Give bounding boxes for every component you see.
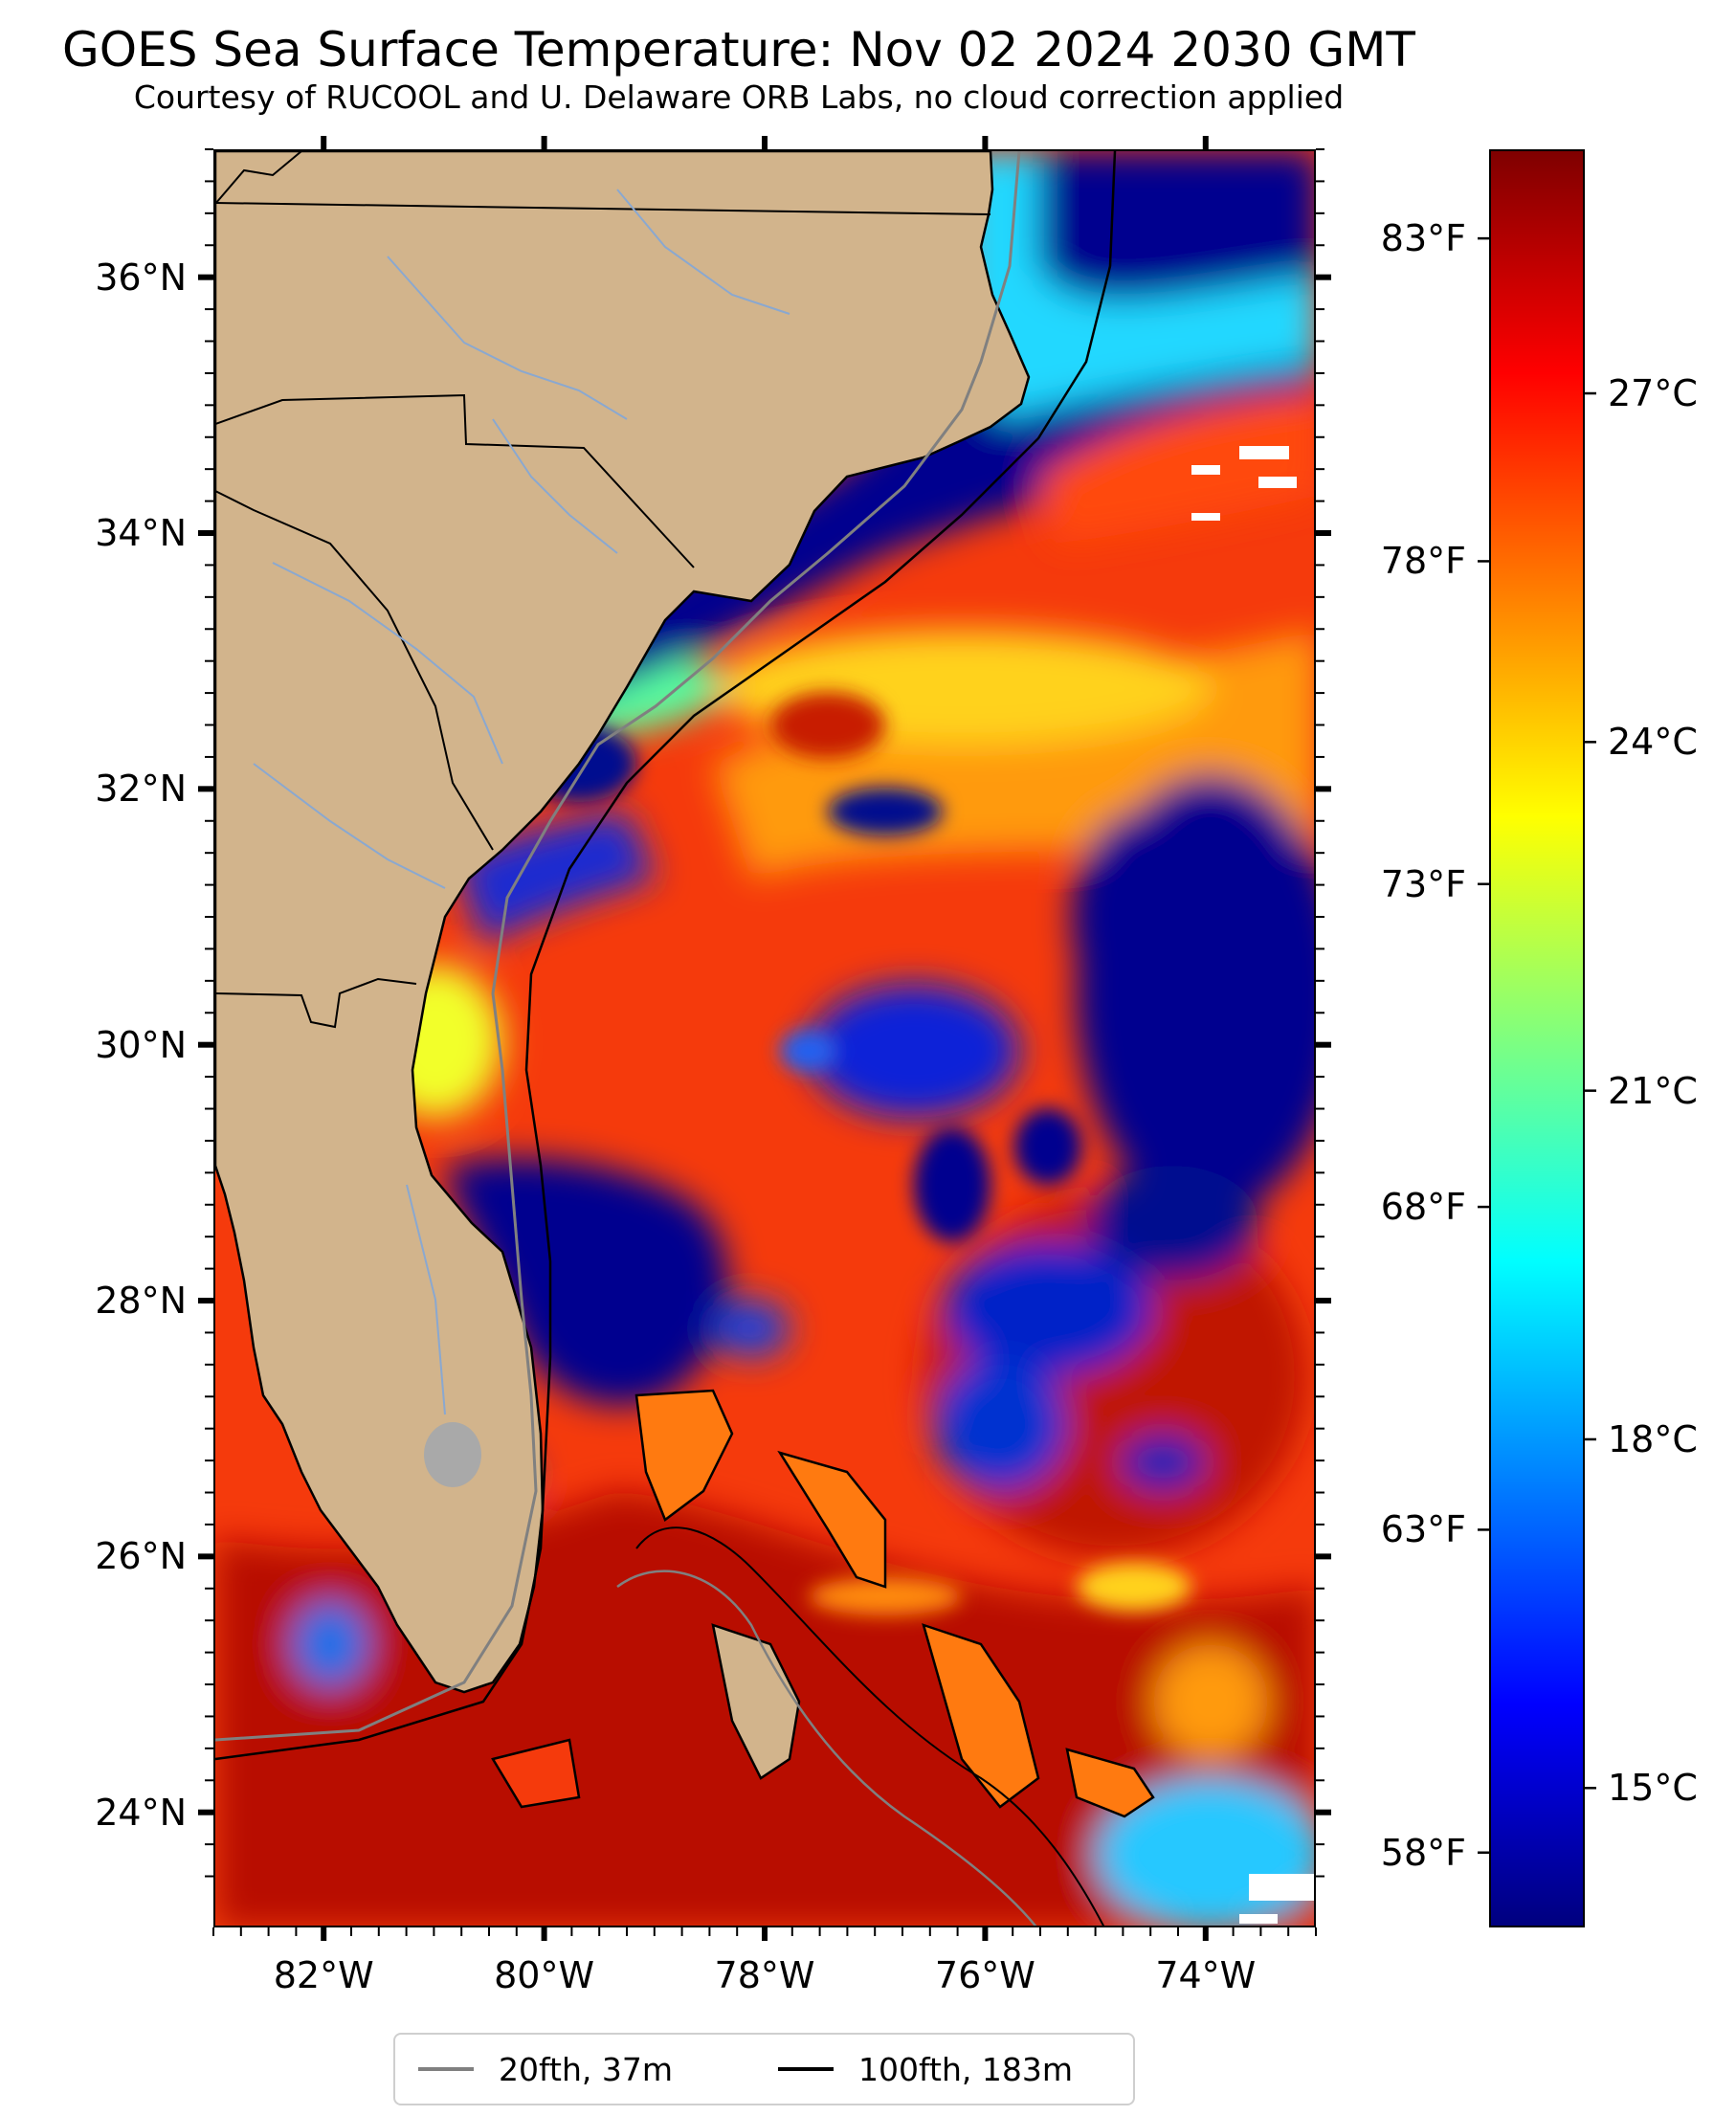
legend-label-100fth: 100fth, 183m — [858, 2050, 1073, 2088]
map-title: GOES Sea Surface Temperature: Nov 02 202… — [62, 22, 1415, 78]
lon-tick-label: 74°W — [1155, 1954, 1257, 1996]
lat-tick-label: 34°N — [95, 512, 187, 554]
colorbar-fahrenheit-label: 63°F — [1380, 1508, 1466, 1551]
map-subtitle: Courtesy of RUCOOL and U. Delaware ORB L… — [133, 78, 1345, 116]
lat-tick-label: 32°N — [95, 768, 187, 811]
isobath-legend: 20fth, 37m 100fth, 183m — [393, 2033, 1135, 2105]
lon-tick-label: 78°W — [714, 1954, 815, 1996]
state-borders — [215, 151, 991, 1029]
colorbar-fahrenheit-label: 73°F — [1380, 862, 1466, 905]
lake-okeechobee — [424, 1422, 481, 1487]
sst-map — [213, 149, 1316, 1927]
colorbar-celsius-label: 21°C — [1608, 1069, 1698, 1112]
lat-tick-label: 36°N — [95, 256, 187, 299]
lat-tick-label: 24°N — [95, 1791, 187, 1834]
colorbar-celsius-label: 18°C — [1608, 1417, 1698, 1460]
legend-item-100fth: 100fth, 183m — [778, 2035, 1073, 2104]
legend-swatch-20fth — [418, 2067, 474, 2071]
temperature-colorbar — [1489, 149, 1585, 1927]
legend-swatch-100fth — [778, 2067, 834, 2071]
isobath-20fth-bahamas — [616, 1570, 1037, 1926]
colorbar-fahrenheit-label: 83°F — [1380, 217, 1466, 260]
lat-tick-label: 30°N — [95, 1023, 187, 1066]
colorbar-celsius-label: 15°C — [1608, 1767, 1698, 1810]
isobath-20fth — [215, 151, 1021, 1742]
lon-tick-label: 82°W — [273, 1954, 374, 1996]
lat-tick-label: 28°N — [95, 1280, 187, 1323]
rivers — [253, 189, 790, 1415]
colorbar-fahrenheit-label: 58°F — [1380, 1831, 1466, 1874]
isobath-100fth-bahamas — [635, 1526, 1105, 1926]
legend-item-20fth: 20fth, 37m — [418, 2035, 673, 2104]
colorbar-celsius-label: 24°C — [1608, 721, 1698, 764]
land-southeast-us — [215, 151, 1031, 1694]
colorbar-fahrenheit-label: 68°F — [1380, 1186, 1466, 1229]
no-data-patches — [1191, 446, 1314, 1924]
legend-label-20fth: 20fth, 37m — [499, 2050, 673, 2088]
lat-tick-label: 26°N — [95, 1535, 187, 1578]
lon-tick-label: 80°W — [494, 1954, 595, 1996]
colorbar-fahrenheit-label: 78°F — [1380, 540, 1466, 583]
colorbar-celsius-label: 27°C — [1608, 372, 1698, 415]
bahamas — [491, 1389, 1155, 1818]
isobath-100fth — [215, 151, 1117, 1761]
lon-tick-label: 76°W — [934, 1954, 1035, 1996]
